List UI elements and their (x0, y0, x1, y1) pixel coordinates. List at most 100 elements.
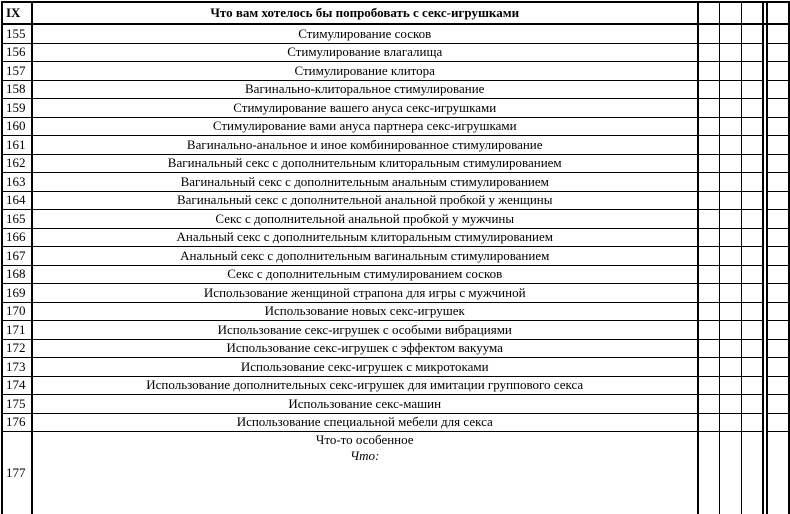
answer-cell[interactable] (741, 154, 763, 173)
answer-cell[interactable] (741, 413, 763, 432)
answer-cell[interactable] (767, 62, 789, 81)
answer-cell[interactable] (741, 432, 763, 514)
answer-cell[interactable] (767, 395, 789, 414)
answer-cell[interactable] (719, 24, 741, 43)
answer-cell[interactable] (698, 210, 720, 229)
answer-cell[interactable] (698, 395, 720, 414)
answer-cell[interactable] (719, 339, 741, 358)
answer-cell[interactable] (719, 136, 741, 155)
answer-cell[interactable] (741, 284, 763, 303)
answer-cell[interactable] (719, 191, 741, 210)
answer-cell[interactable] (741, 210, 763, 229)
answer-cell[interactable] (741, 339, 763, 358)
answer-cell[interactable] (741, 247, 763, 266)
answer-cell[interactable] (698, 80, 720, 99)
answer-cell[interactable] (719, 395, 741, 414)
answer-cell[interactable] (698, 117, 720, 136)
answer-cell[interactable] (741, 191, 763, 210)
answer-cell[interactable] (741, 2, 763, 24)
answer-cell[interactable] (698, 302, 720, 321)
answer-cell[interactable] (698, 376, 720, 395)
answer-cell[interactable] (698, 191, 720, 210)
answer-cell[interactable] (719, 62, 741, 81)
answer-cell[interactable] (719, 413, 741, 432)
answer-cell[interactable] (698, 358, 720, 377)
answer-cell[interactable] (698, 154, 720, 173)
answer-cell[interactable] (767, 24, 789, 43)
answer-cell[interactable] (698, 247, 720, 266)
answer-cell[interactable] (767, 339, 789, 358)
answer-cell[interactable] (719, 284, 741, 303)
answer-cell[interactable] (741, 376, 763, 395)
answer-cell[interactable] (741, 321, 763, 340)
answer-cell[interactable] (698, 2, 720, 24)
answer-cell[interactable] (767, 265, 789, 284)
answer-cell[interactable] (698, 62, 720, 81)
answer-cell[interactable] (719, 265, 741, 284)
answer-cell[interactable] (719, 302, 741, 321)
answer-cell[interactable] (741, 99, 763, 118)
answer-cell[interactable] (767, 191, 789, 210)
answer-cell[interactable] (698, 228, 720, 247)
answer-cell[interactable] (767, 413, 789, 432)
answer-cell[interactable] (767, 432, 789, 514)
answer-cell[interactable] (741, 395, 763, 414)
row-number: 155 (2, 24, 32, 43)
answer-cell[interactable] (719, 321, 741, 340)
answer-cell[interactable] (741, 302, 763, 321)
answer-cell[interactable] (741, 265, 763, 284)
answer-cell[interactable] (741, 80, 763, 99)
answer-cell[interactable] (698, 284, 720, 303)
answer-cell[interactable] (741, 43, 763, 62)
answer-cell[interactable] (719, 210, 741, 229)
answer-cell[interactable] (698, 339, 720, 358)
answer-cell[interactable] (767, 99, 789, 118)
answer-cell[interactable] (767, 117, 789, 136)
answer-cell[interactable] (719, 376, 741, 395)
answer-cell[interactable] (719, 2, 741, 24)
answer-cell[interactable] (698, 173, 720, 192)
answer-cell[interactable] (719, 43, 741, 62)
answer-cell[interactable] (719, 99, 741, 118)
answer-cell[interactable] (767, 173, 789, 192)
answer-cell[interactable] (767, 247, 789, 266)
answer-cell[interactable] (719, 154, 741, 173)
answer-cell[interactable] (698, 413, 720, 432)
answer-cell[interactable] (767, 43, 789, 62)
answer-cell[interactable] (741, 173, 763, 192)
answer-cell[interactable] (741, 117, 763, 136)
answer-cell[interactable] (767, 2, 789, 24)
answer-cell[interactable] (767, 358, 789, 377)
answer-cell[interactable] (698, 43, 720, 62)
answer-cell[interactable] (741, 358, 763, 377)
answer-cell[interactable] (767, 80, 789, 99)
answer-cell[interactable] (767, 284, 789, 303)
answer-cell[interactable] (767, 321, 789, 340)
answer-cell[interactable] (719, 173, 741, 192)
answer-cell[interactable] (767, 302, 789, 321)
answer-cell[interactable] (698, 265, 720, 284)
answer-cell[interactable] (767, 210, 789, 229)
answer-cell[interactable] (719, 247, 741, 266)
answer-cell[interactable] (698, 321, 720, 340)
answer-cell[interactable] (741, 228, 763, 247)
answer-cell[interactable] (698, 99, 720, 118)
answer-cell[interactable] (741, 24, 763, 43)
answer-cell[interactable] (741, 136, 763, 155)
answer-cell[interactable] (767, 376, 789, 395)
answer-cell[interactable] (698, 432, 720, 514)
answer-cell[interactable] (698, 136, 720, 155)
answer-cell[interactable] (719, 228, 741, 247)
answer-cell[interactable] (719, 432, 741, 514)
answer-cell[interactable] (719, 358, 741, 377)
answer-cell[interactable] (719, 80, 741, 99)
answer-cell[interactable] (767, 136, 789, 155)
answer-cell[interactable] (767, 154, 789, 173)
answer-cell[interactable] (741, 62, 763, 81)
answer-cell[interactable] (767, 228, 789, 247)
answer-cell[interactable] (698, 24, 720, 43)
answer-cell[interactable] (719, 117, 741, 136)
